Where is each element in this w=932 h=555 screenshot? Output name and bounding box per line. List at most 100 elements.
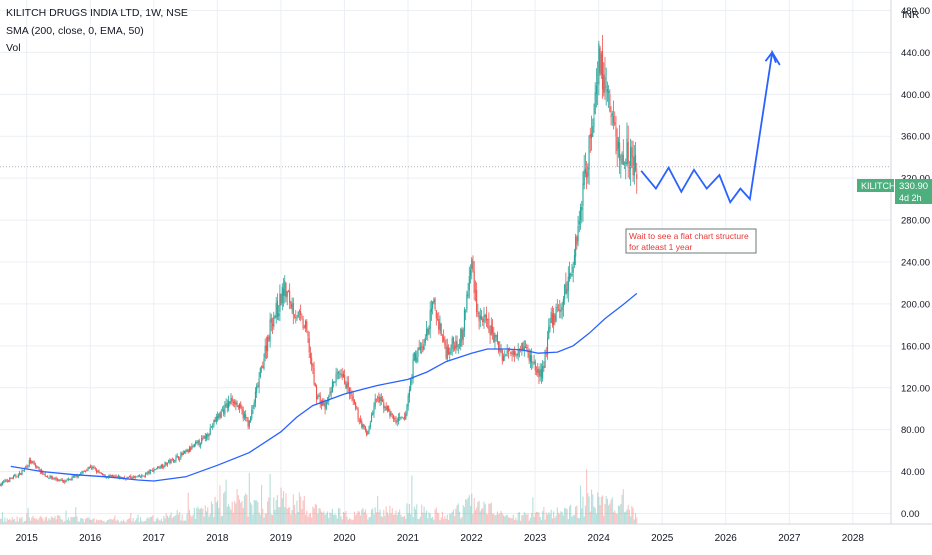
volume-bar (374, 507, 376, 524)
candle-body (312, 364, 314, 368)
volume-bar (100, 519, 102, 524)
candle-body (625, 161, 627, 164)
volume-bar (141, 520, 143, 524)
candle-body (98, 470, 100, 473)
candle-body (494, 334, 496, 342)
candle-body (59, 479, 61, 481)
volume-bar (300, 496, 302, 524)
volume-bar (636, 517, 638, 524)
candle-body (399, 417, 401, 418)
candle-body (339, 373, 341, 375)
candle-body (606, 89, 608, 93)
candle-body (242, 409, 244, 419)
volume-bar (523, 512, 525, 524)
volume-bar (96, 519, 98, 524)
volume-bar (339, 508, 341, 524)
candle-body (375, 398, 377, 400)
volume-bar (161, 521, 164, 524)
volume-bar (282, 491, 285, 524)
volume-bar (131, 521, 133, 524)
volume-bar (416, 504, 418, 524)
candle-body (11, 478, 13, 480)
price-tick-label: 240.00 (901, 258, 930, 269)
volume-bar (623, 512, 626, 524)
volume-bar (452, 509, 454, 524)
candle-body (564, 284, 566, 300)
volume-bar (478, 500, 480, 524)
volume-bar (513, 519, 516, 524)
candle-body (96, 469, 98, 473)
indicator-legend[interactable]: SMA (200, close, 0, EMA, 50) (6, 25, 144, 37)
volume-bar (600, 496, 602, 524)
volume-bar (49, 519, 51, 524)
volume-bar (614, 510, 616, 524)
volume-bar (587, 493, 589, 524)
candle-body (171, 458, 173, 460)
candle-body (157, 466, 159, 469)
volume-bar (215, 502, 217, 524)
candle-body (247, 419, 249, 427)
volume-bar (362, 507, 364, 524)
volume-bar (399, 509, 401, 524)
volume-bar (172, 516, 175, 524)
volume-legend[interactable]: Vol (6, 42, 21, 54)
volume-bar (70, 516, 72, 524)
volume-bar (400, 514, 402, 524)
candle-body (191, 446, 193, 450)
volume-bar (385, 506, 387, 524)
candle-body (495, 335, 497, 337)
candle-body (146, 473, 148, 475)
volume-bar (44, 517, 46, 524)
volume-bar (546, 514, 549, 524)
candle-body (358, 419, 360, 421)
candle-body (287, 291, 289, 293)
candle-body (370, 414, 373, 423)
candle-body (633, 156, 635, 176)
volume-bar (573, 515, 575, 524)
volume-bar (458, 511, 461, 524)
volume-bar (147, 517, 149, 524)
volume-bar (522, 515, 524, 524)
volume-bar (535, 511, 538, 524)
volume-bar (632, 507, 634, 524)
volume-bar (604, 504, 606, 524)
price-tick-label: 120.00 (901, 383, 930, 394)
candle-body (281, 286, 283, 304)
candle-body (231, 397, 233, 402)
candle-body (238, 404, 241, 409)
volume-bar (628, 509, 630, 524)
volume-bar (236, 489, 238, 524)
volume-bar (599, 504, 601, 524)
volume-bar (257, 502, 259, 524)
candle-body (380, 397, 382, 401)
volume-bar (0, 518, 2, 524)
volume-bar (355, 515, 357, 524)
candle-body (341, 373, 343, 377)
price-axis[interactable]: 0.00 40.00 80.00 120.00 160.00 200.00 240.00 28… (901, 6, 930, 520)
volume-bar (130, 513, 132, 524)
volume-bar (110, 519, 112, 524)
candle-body (139, 477, 142, 478)
candle-body (1, 481, 3, 485)
volume-bar (38, 517, 40, 524)
volume-bar (64, 520, 66, 524)
volume-bar (589, 511, 591, 524)
candle-body (215, 416, 217, 422)
volume-bar (345, 510, 347, 524)
volume-bar (414, 509, 417, 524)
volume-bar (565, 508, 567, 524)
time-axis[interactable]: 2015 2016 2017 2018 2019 2020 2021 2022 2023 2024… (16, 533, 865, 544)
volume-bar (422, 512, 424, 524)
candle-body (421, 346, 423, 348)
candle-body (560, 310, 562, 313)
candle-body (478, 311, 480, 322)
volume-bar (427, 518, 429, 524)
candle-body (598, 43, 600, 85)
candle-body (296, 318, 298, 319)
candle-body (412, 359, 414, 380)
volume-bar (127, 518, 129, 524)
candle-body (286, 291, 288, 297)
volume-bar (268, 497, 270, 524)
candle-body (284, 280, 286, 297)
candle-body (373, 406, 375, 414)
